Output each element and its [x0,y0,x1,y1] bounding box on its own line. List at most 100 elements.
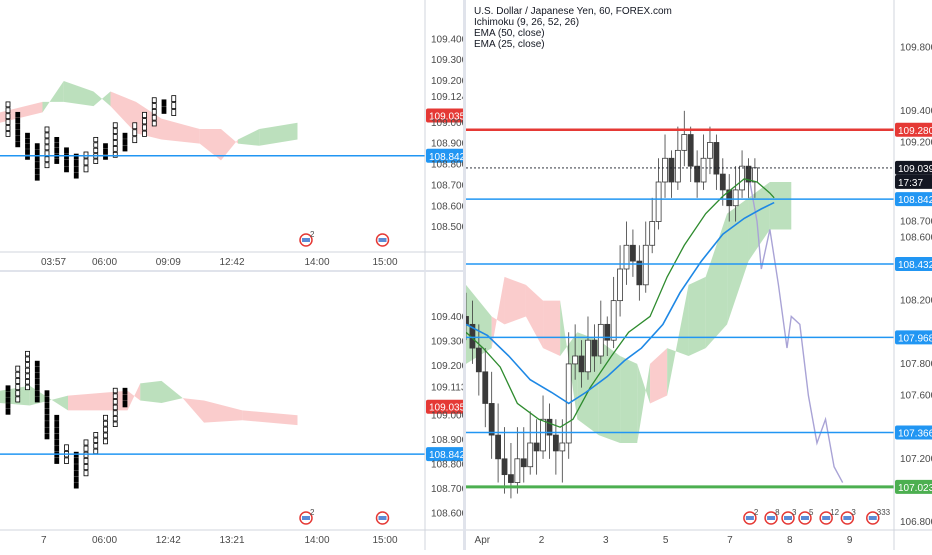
candle-body [527,442,534,468]
pnf-box-x [103,426,108,433]
candle-body [649,221,656,246]
pnf-box-o [54,142,60,148]
y-tick-label: 107.600 [900,391,932,402]
ichimoku-cloud-segment [127,383,141,411]
price-level-label-bg [426,108,466,123]
pnf-box-o [5,403,11,409]
pnf-box-x [5,101,11,108]
candle-body [745,165,752,183]
indicator-ema50[interactable]: EMA (50, close) [474,28,545,39]
pnf-box-o [73,457,79,464]
pnf-box-x [93,142,99,148]
pnf-box-x [83,445,89,452]
projection-path [747,173,844,483]
pnf-box-x [142,118,147,125]
pnf-box-x [142,124,147,131]
pnf-box-x [83,470,89,477]
pnf-box-x [25,367,30,374]
x-tick-label: Apr [475,535,491,546]
pnf-box-x [44,138,50,145]
pnf-box-o [15,141,21,148]
ichimoku-cloud-segment [491,276,505,349]
y-tick-label: 107.800 [900,359,932,370]
candle-body [610,300,617,341]
pnf-box-o [25,132,30,139]
pnf-box-o [54,457,60,464]
chart-title[interactable]: U.S. Dollar / Japanese Yen, 60, FOREX.co… [474,6,672,17]
pnf-box-x [44,156,50,163]
pnf-box-x [112,421,118,427]
price-level-label-bg [895,256,932,271]
pnf-box-x [83,439,89,446]
ichimoku-cloud-segment [68,390,128,411]
pnf-box-x [132,129,138,137]
pnf-box-x [15,378,21,384]
pnf-box-o [5,397,11,403]
pnf-box-o [25,149,30,155]
y-tick-label: 109.400 [900,106,932,117]
flag-us-icon [784,516,793,520]
price-level-label: 109.039 [898,164,932,175]
pnf-box-o [54,433,60,440]
y-tick-label: 108.600 [431,201,463,212]
main-chart-svg: 109.280 109.039 108.842 108.432 107.968 107.3… [463,0,932,550]
x-tick-label: 13:21 [220,535,245,546]
price-level-label-bg [895,425,932,440]
candle-body [630,244,636,262]
x-tick-label: 7 [41,535,47,546]
pnf-box-o [73,153,79,160]
pnf-box-o [73,482,79,489]
pnf-box-o [73,470,79,477]
pane-divider-horizontal[interactable] [0,270,463,273]
event-count-label: 2 [310,230,315,239]
chart-legend: U.S. Dollar / Japanese Yen, 60, FOREX.co… [474,6,672,50]
pnf-box-x [142,111,147,119]
pnf-box-x [83,165,89,173]
candle-body [751,167,758,183]
y-tick-label: 109.400 [431,34,463,45]
pnf-box-x [151,103,157,109]
pnf-box-o [64,153,69,160]
pnf-box-x [112,393,118,399]
y-tick-label: 108.700 [900,217,932,228]
candle-body [514,458,521,483]
y-tick-label: 108.900 [431,435,463,446]
pnf-box-o [103,148,108,155]
pnf-box-o [34,384,40,391]
candle-body [681,134,688,151]
pnf-box-x [112,399,118,405]
pnf-box-x [83,151,89,159]
pnf-box-o [64,166,69,173]
event-count-label: 12 [830,508,839,517]
indicator-ema25[interactable]: EMA (25, close) [474,39,545,50]
candle-body [591,339,598,357]
candle-body [597,323,604,357]
candle-body [623,244,630,270]
flag-us-icon [745,516,754,520]
pnf-box-o [103,154,108,160]
x-tick-label: 14:00 [305,535,330,546]
pnf-box-o [73,476,79,483]
pane-divider-vertical[interactable] [463,0,466,550]
x-tick-label: 12:42 [156,535,181,546]
ichimoku-cloud-segment [161,380,183,403]
candle-body [662,157,668,183]
pnf-chart-top[interactable]: 109.035 108.842 109.400 109.300 109.200 109.1… [0,0,468,272]
pnf-chart-bottom[interactable]: 109.035 108.842 109.400 109.300 109.200 109.1… [0,272,468,550]
y-tick-label: 108.500 [431,222,463,233]
price-level-label-bg [426,148,466,163]
pnf-box-x [25,356,30,362]
indicator-ichimoku[interactable]: Ichimoku (9, 26, 52, 26) [474,17,580,28]
candlestick-chart-main[interactable]: 109.280 109.039 108.842 108.432 107.968 107.3… [463,0,932,550]
candle-body [713,142,720,175]
candle-body [732,189,739,207]
price-level-label: 108.842 [429,450,463,461]
ichimoku-cloud-segment [140,380,162,403]
pnf-box-x [15,384,21,391]
pnf-box-o [122,139,128,146]
candle-body [617,268,623,302]
pnf-box-o [54,136,60,143]
pnf-box-x [93,437,99,443]
y-tick-label: 106.800 [900,517,932,528]
price-level-label: 108.432 [898,260,932,271]
